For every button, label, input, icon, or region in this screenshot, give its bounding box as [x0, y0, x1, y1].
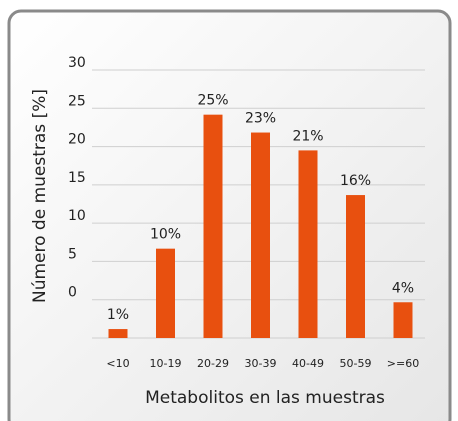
y-tick-label: 15: [68, 170, 86, 186]
x-tick-label: 40-49: [292, 357, 324, 370]
x-tick-label: 20-29: [197, 357, 229, 370]
bar: [108, 329, 128, 338]
value-label: 16%: [340, 173, 371, 189]
x-tick-label: 10-19: [150, 357, 182, 370]
y-tick-label: 25: [68, 93, 86, 109]
value-label: 21%: [292, 128, 323, 144]
y-tick-label: 20: [68, 132, 86, 148]
bar: [393, 302, 413, 338]
bar: [203, 114, 223, 339]
bar: [156, 248, 175, 338]
x-tick-label: 50-59: [340, 357, 372, 370]
bar: [298, 150, 318, 338]
x-tick-label: >=60: [387, 357, 419, 370]
panel: [7, 9, 452, 421]
y-tick-label: 0: [68, 285, 77, 301]
y-tick-label: 30: [68, 55, 86, 71]
value-label: 23%: [245, 111, 276, 127]
value-label: 4%: [392, 280, 414, 296]
y-axis-title: Número de muestras [%]: [30, 89, 50, 303]
x-tick-label: <10: [106, 357, 129, 370]
bar: [251, 132, 270, 338]
value-label: 1%: [107, 307, 129, 323]
x-axis-title: Metabolitos en las muestras: [145, 388, 385, 408]
y-tick-label: 5: [68, 246, 77, 262]
x-tick-label: 30-39: [245, 357, 277, 370]
y-tick-label: 10: [68, 208, 86, 224]
value-label: 25%: [197, 93, 228, 109]
value-label: 10%: [150, 227, 181, 243]
bar: [346, 195, 365, 338]
